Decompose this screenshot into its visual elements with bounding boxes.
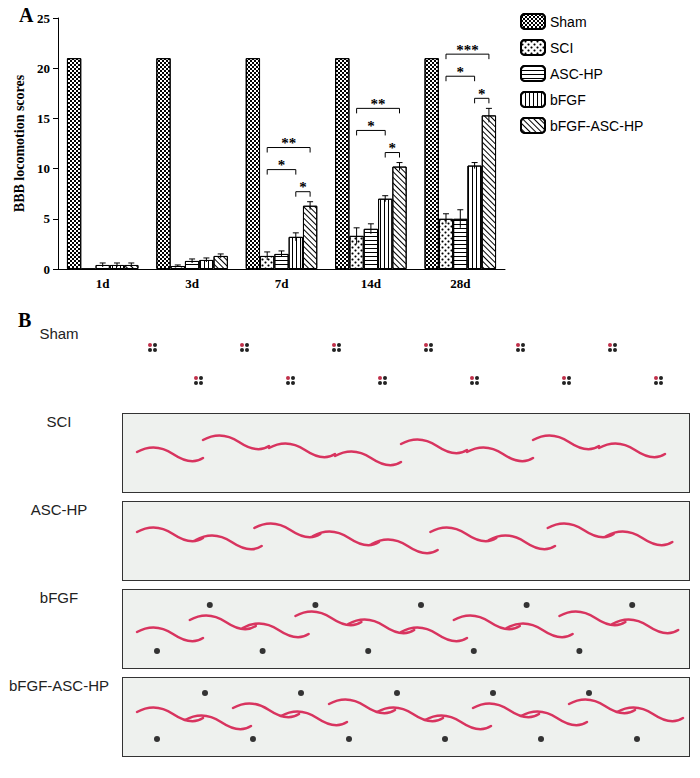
html-text:bFGF: bFGF xyxy=(39,589,79,606)
svg-text:bFGF: bFGF xyxy=(550,92,586,108)
svg-text:14d: 14d xyxy=(361,276,382,291)
svg-text:**: ** xyxy=(281,135,296,151)
svg-text:3d: 3d xyxy=(185,276,200,291)
html-text:ASC-HP: ASC-HP xyxy=(30,501,88,518)
svg-text:*: * xyxy=(478,86,486,102)
svg-text:BBB locomotion scores: BBB locomotion scores xyxy=(12,74,27,212)
svg-text:*: * xyxy=(457,64,465,80)
html-text:Sham: Sham xyxy=(39,325,79,342)
html-text:B: B xyxy=(18,309,32,331)
svg-text:A: A xyxy=(19,4,34,26)
html-text:bFGF-ASC-HP: bFGF-ASC-HP xyxy=(9,677,109,694)
svg-text:7d: 7d xyxy=(275,276,290,291)
svg-text:10: 10 xyxy=(37,161,50,176)
svg-text:0: 0 xyxy=(44,262,51,277)
svg-text:ASC-HP: ASC-HP xyxy=(550,66,603,82)
svg-text:*: * xyxy=(299,179,307,195)
svg-text:28d: 28d xyxy=(450,276,471,291)
svg-text:SCI: SCI xyxy=(550,40,573,56)
svg-text:25: 25 xyxy=(37,11,51,26)
html-text:SCI: SCI xyxy=(46,413,72,430)
svg-text:***: *** xyxy=(456,42,479,58)
svg-text:**: ** xyxy=(371,96,386,112)
svg-text:bFGF-ASC-HP: bFGF-ASC-HP xyxy=(550,118,643,134)
svg-text:*: * xyxy=(389,140,397,156)
svg-text:Sham: Sham xyxy=(550,14,587,30)
svg-text:20: 20 xyxy=(37,61,50,76)
svg-text:5: 5 xyxy=(44,211,51,226)
svg-text:1d: 1d xyxy=(96,276,111,291)
svg-text:*: * xyxy=(278,157,286,173)
svg-text:*: * xyxy=(367,118,375,134)
svg-text:15: 15 xyxy=(37,111,51,126)
